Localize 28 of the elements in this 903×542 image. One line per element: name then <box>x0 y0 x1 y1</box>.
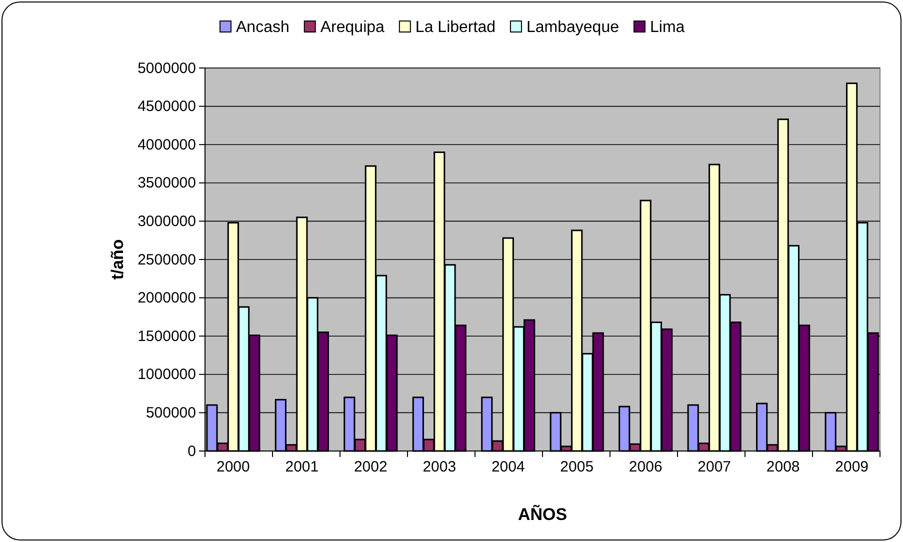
x-tick-label: 2009 <box>835 458 869 476</box>
x-tick-label: 2006 <box>628 458 662 476</box>
x-tick-label: 2002 <box>354 458 388 476</box>
y-tick-label: 2000000 <box>138 290 196 307</box>
legend-label: Arequipa <box>320 19 385 36</box>
x-tick-label: 2005 <box>560 458 594 476</box>
y-tick-label: 500000 <box>146 404 196 422</box>
legend-label: Lima <box>650 19 685 36</box>
y-tick-label: 1500000 <box>138 328 196 345</box>
y-tick-label: 5000000 <box>138 60 196 77</box>
y-tick-label: 4000000 <box>138 136 196 154</box>
x-axis-title: AÑOS <box>518 504 568 524</box>
y-tick-label: 1000000 <box>138 366 196 384</box>
x-tick-label: 2000 <box>216 458 250 476</box>
y-tick-label: 0 <box>188 442 196 460</box>
y-tick-label: 2500000 <box>138 251 196 268</box>
x-tick-label: 2007 <box>698 458 732 476</box>
x-tick-label: 2003 <box>422 458 456 476</box>
legend-label: Lambayeque <box>526 19 620 36</box>
y-tick-label: 3000000 <box>138 213 196 230</box>
legend-label: Ancash <box>236 19 290 36</box>
x-tick-label: 2001 <box>285 458 319 476</box>
x-tick-label: 2008 <box>766 458 800 476</box>
y-axis-title: t/año <box>108 239 127 280</box>
legend-label: La Libertad <box>415 19 496 36</box>
x-tick-label: 2004 <box>491 458 525 476</box>
y-tick-label: 4500000 <box>138 98 196 116</box>
y-tick-label: 3500000 <box>138 174 196 192</box>
